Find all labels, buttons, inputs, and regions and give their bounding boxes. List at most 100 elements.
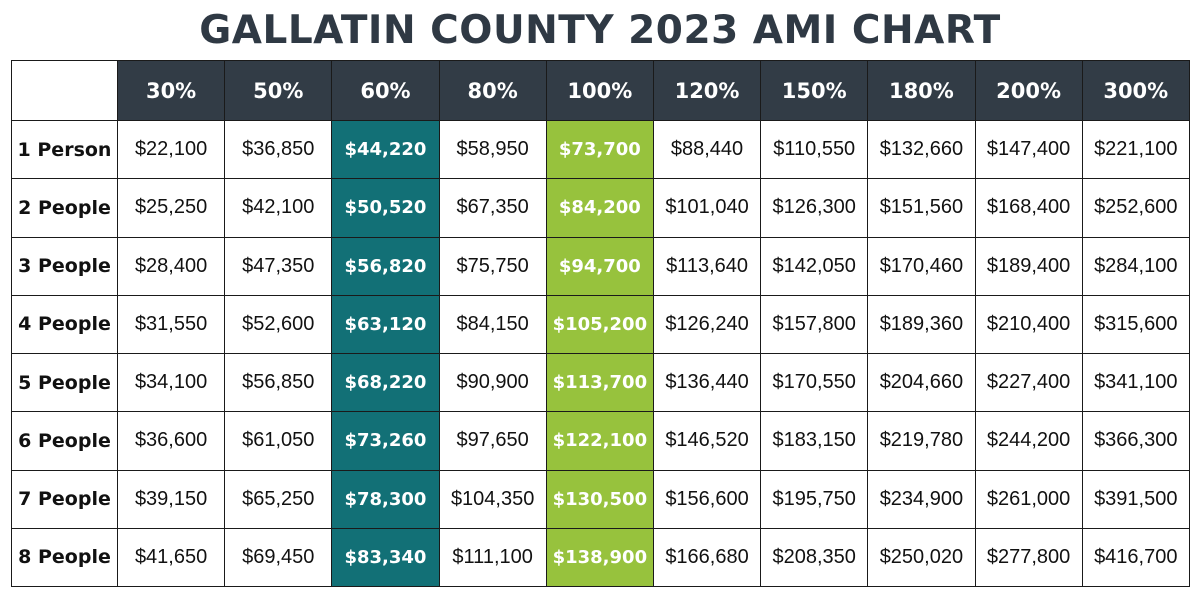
- table-cell: $126,240: [652, 294, 762, 355]
- ami-table-body: 1 Person $22,100 $36,850 $44,220 $58,950 $73,…: [11, 119, 1190, 588]
- table-cell: $105,200: [545, 294, 654, 355]
- table-cell: $83,340: [331, 527, 440, 588]
- table-cell: $88,440: [652, 119, 762, 180]
- table-cell: $146,520: [652, 411, 762, 471]
- table-cell: $113,700: [545, 352, 654, 413]
- row-label: 2 People: [11, 178, 118, 238]
- table-cell: $261,000: [974, 469, 1083, 529]
- table-cell: $61,050: [224, 411, 333, 471]
- table-cell: $113,640: [652, 236, 762, 296]
- table-cell: $277,800: [974, 527, 1083, 588]
- row-label: 8 People: [11, 527, 118, 588]
- row-label: 4 People: [11, 294, 118, 355]
- table-cell: $111,100: [438, 527, 547, 588]
- table-cell: $208,350: [760, 527, 869, 588]
- table-cell: $366,300: [1081, 411, 1190, 471]
- table-cell: $252,600: [1081, 178, 1190, 238]
- table-cell: $69,450: [224, 527, 333, 588]
- table-row: 8 People $41,650 $69,450 $83,340 $111,100 $13…: [11, 527, 1190, 588]
- table-cell: $132,660: [867, 119, 976, 180]
- table-cell: $166,680: [652, 527, 762, 588]
- column-header: 150%: [760, 60, 869, 121]
- table-cell: $65,250: [224, 469, 333, 529]
- table-cell: $219,780: [867, 411, 976, 471]
- table-cell: $147,400: [974, 119, 1083, 180]
- row-label: 6 People: [11, 411, 118, 471]
- table-cell: $73,260: [331, 411, 440, 471]
- column-header: 50%: [224, 60, 333, 121]
- table-cell: $84,200: [545, 178, 654, 238]
- column-header: 100%: [545, 60, 654, 121]
- table-cell: $56,820: [331, 236, 440, 296]
- table-cell: $31,550: [116, 294, 226, 355]
- table-row: 7 People $39,150 $65,250 $78,300 $104,350 $13…: [11, 469, 1190, 529]
- table-cell: $110,550: [760, 119, 869, 180]
- column-header: 60%: [331, 60, 440, 121]
- table-cell: $73,700: [545, 119, 654, 180]
- table-cell: $25,250: [116, 178, 226, 238]
- column-header: 120%: [652, 60, 762, 121]
- table-cell: $170,550: [760, 352, 869, 413]
- row-label: 5 People: [11, 352, 118, 413]
- column-header: 30%: [116, 60, 226, 121]
- table-cell: $204,660: [867, 352, 976, 413]
- table-cell: $34,100: [116, 352, 226, 413]
- chart-title: GALLATIN COUNTY 2023 AMI CHART: [199, 8, 1001, 53]
- table-cell: $221,100: [1081, 119, 1190, 180]
- table-cell: $36,850: [224, 119, 333, 180]
- row-label: 7 People: [11, 469, 118, 529]
- table-cell: $151,560: [867, 178, 976, 238]
- ami-table: 30% 50% 60% 80% 100% 120% 150% 180% 200% 300% 1 P…: [11, 60, 1190, 588]
- table-cell: $157,800: [760, 294, 869, 355]
- table-cell: $39,150: [116, 469, 226, 529]
- table-cell: $22,100: [116, 119, 226, 180]
- table-cell: $227,400: [974, 352, 1083, 413]
- table-cell: $36,600: [116, 411, 226, 471]
- table-cell: $195,750: [760, 469, 869, 529]
- table-cell: $122,100: [545, 411, 654, 471]
- table-cell: $234,900: [867, 469, 976, 529]
- table-cell: $138,900: [545, 527, 654, 588]
- table-cell: $136,440: [652, 352, 762, 413]
- header-row: 30% 50% 60% 80% 100% 120% 150% 180% 200% 300%: [11, 60, 1190, 121]
- column-header: 200%: [974, 60, 1083, 121]
- table-row: 1 Person $22,100 $36,850 $44,220 $58,950 $73,…: [11, 119, 1190, 180]
- table-cell: $58,950: [438, 119, 547, 180]
- table-cell: $78,300: [331, 469, 440, 529]
- table-row: 4 People $31,550 $52,600 $63,120 $84,150 $105…: [11, 294, 1190, 355]
- table-cell: $189,360: [867, 294, 976, 355]
- table-row: 3 People $28,400 $47,350 $56,820 $75,750 $94,…: [11, 236, 1190, 296]
- table-cell: $44,220: [331, 119, 440, 180]
- table-cell: $41,650: [116, 527, 226, 588]
- table-cell: $170,460: [867, 236, 976, 296]
- table-cell: $63,120: [331, 294, 440, 355]
- row-label: 3 People: [11, 236, 118, 296]
- table-cell: $56,850: [224, 352, 333, 413]
- table-cell: $142,050: [760, 236, 869, 296]
- table-cell: $101,040: [652, 178, 762, 238]
- table-cell: $416,700: [1081, 527, 1190, 588]
- corner-cell: [11, 60, 118, 121]
- table-cell: $210,400: [974, 294, 1083, 355]
- table-cell: $42,100: [224, 178, 333, 238]
- table-row: 2 People $25,250 $42,100 $50,520 $67,350 $84,…: [11, 178, 1190, 238]
- column-header: 180%: [867, 60, 976, 121]
- ami-table-header: 30% 50% 60% 80% 100% 120% 150% 180% 200% 300%: [11, 60, 1190, 121]
- table-cell: $97,650: [438, 411, 547, 471]
- table-cell: $50,520: [331, 178, 440, 238]
- column-header: 300%: [1081, 60, 1190, 121]
- table-cell: $94,700: [545, 236, 654, 296]
- table-cell: $104,350: [438, 469, 547, 529]
- table-cell: $68,220: [331, 352, 440, 413]
- table-cell: $244,200: [974, 411, 1083, 471]
- table-cell: $126,300: [760, 178, 869, 238]
- table-cell: $189,400: [974, 236, 1083, 296]
- table-cell: $90,900: [438, 352, 547, 413]
- table-cell: $84,150: [438, 294, 547, 355]
- table-cell: $341,100: [1081, 352, 1190, 413]
- table-cell: $130,500: [545, 469, 654, 529]
- column-header: 80%: [438, 60, 547, 121]
- table-cell: $315,600: [1081, 294, 1190, 355]
- table-cell: $183,150: [760, 411, 869, 471]
- table-cell: $75,750: [438, 236, 547, 296]
